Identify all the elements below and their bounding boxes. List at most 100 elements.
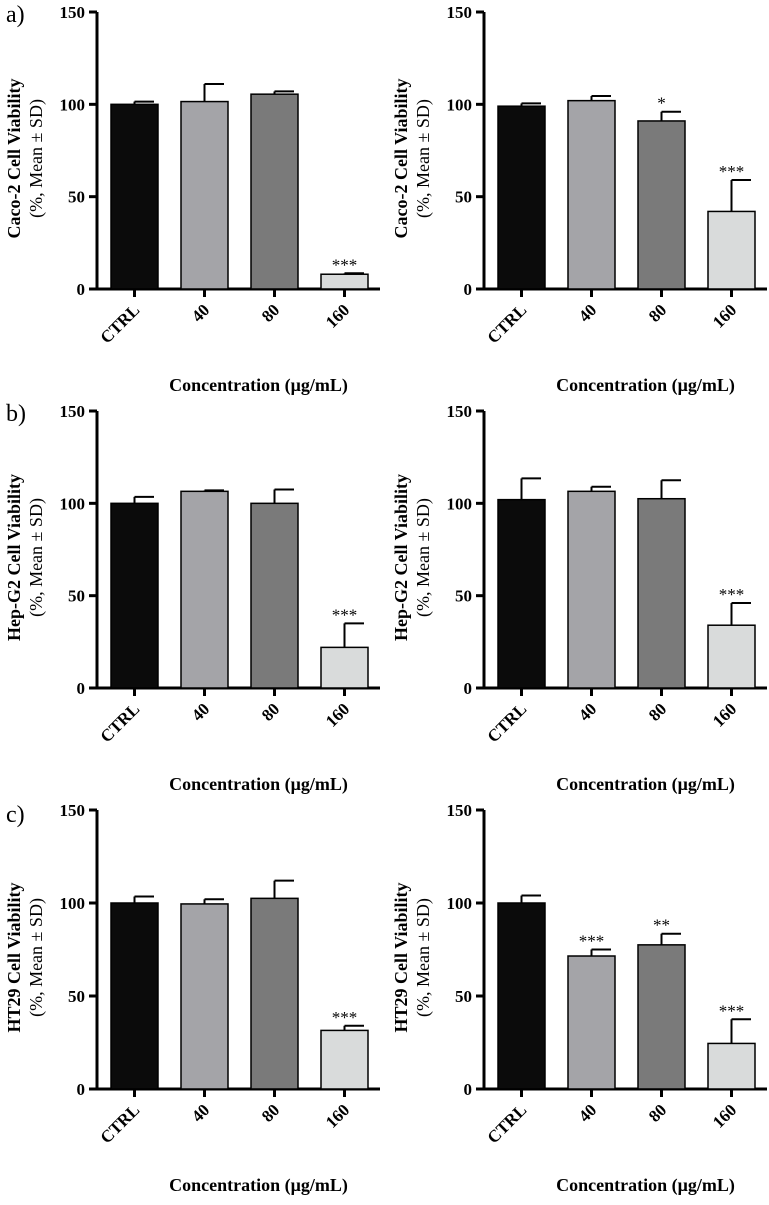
significance-label: *** <box>332 1008 358 1027</box>
x-tick-label: 160 <box>709 699 740 730</box>
y-tick-label: 150 <box>60 402 86 421</box>
y-axis-subtitle: (%, Mean ± SD) <box>413 498 434 617</box>
y-tick-label: 50 <box>68 987 85 1006</box>
chart-panel-5: c) 0 50 100 150 CTRL 40 80 160 *** Concentration (… <box>4 801 380 1196</box>
bar <box>707 1042 756 1090</box>
y-tick-label: 100 <box>447 494 473 513</box>
y-tick-label: 0 <box>464 679 473 698</box>
bar <box>637 944 686 1090</box>
y-tick-label: 0 <box>77 280 86 299</box>
panel-label: a) <box>6 2 25 28</box>
y-tick-label: 150 <box>447 801 473 820</box>
y-tick-label: 0 <box>77 1080 86 1099</box>
y-axis-title: HT29 Cell Viability <box>391 882 411 1032</box>
y-tick-label: 0 <box>77 679 86 698</box>
y-axis-title: Caco-2 Cell Viability <box>391 79 411 239</box>
chart-panel-4: 0 50 100 150 CTRL 40 80 160 *** Concentration (μg… <box>391 402 767 795</box>
bar <box>180 100 229 290</box>
chart-panel-3: b) 0 50 100 150 CTRL 40 80 160 *** Concentration (… <box>4 401 380 795</box>
bar <box>320 1029 369 1090</box>
y-axis-subtitle: (%, Mean ± SD) <box>413 99 434 218</box>
x-tick-label: CTRL <box>483 300 530 347</box>
x-axis-title: Concentration (μg/mL) <box>556 375 735 396</box>
bar <box>320 273 369 290</box>
y-tick-label: 150 <box>447 3 473 22</box>
x-tick-label: CTRL <box>483 1100 530 1147</box>
y-axis-title: Hep-G2 Cell Viability <box>4 474 24 641</box>
bar <box>637 120 686 290</box>
y-axis-title: Hep-G2 Cell Viability <box>391 474 411 641</box>
y-tick-label: 0 <box>464 280 473 299</box>
y-tick-label: 50 <box>455 587 472 606</box>
y-tick-label: 100 <box>60 494 86 513</box>
bar <box>110 902 159 1090</box>
x-tick-label: 80 <box>645 699 670 724</box>
x-axis-title: Concentration (μg/mL) <box>169 375 348 396</box>
y-axis-subtitle: (%, Mean ± SD) <box>26 498 47 617</box>
bar <box>707 624 756 689</box>
chart-panel-6: 0 50 100 150 CTRL 40 *** 80 ** 160 *** Concentratio… <box>391 801 767 1196</box>
x-tick-label: 160 <box>322 699 353 730</box>
x-tick-label: 40 <box>188 699 213 724</box>
bar <box>567 99 616 290</box>
significance-label: *** <box>579 932 605 951</box>
x-tick-label: 160 <box>322 300 353 331</box>
y-tick-label: 100 <box>60 894 86 913</box>
x-tick-label: 80 <box>645 300 670 325</box>
y-tick-label: 0 <box>464 1080 473 1099</box>
significance-label: *** <box>332 255 358 274</box>
y-tick-label: 50 <box>455 987 472 1006</box>
bar <box>637 497 686 689</box>
bar <box>567 490 616 689</box>
y-axis-subtitle: (%, Mean ± SD) <box>26 99 47 218</box>
y-tick-label: 50 <box>68 188 85 207</box>
x-tick-label: 160 <box>322 1100 353 1131</box>
bar <box>320 646 369 689</box>
x-tick-label: CTRL <box>96 300 143 347</box>
panel-label: c) <box>6 802 25 828</box>
x-tick-label: 80 <box>258 699 283 724</box>
significance-label: *** <box>719 162 745 181</box>
x-axis-title: Concentration (μg/mL) <box>556 1175 735 1196</box>
bar <box>180 903 229 1090</box>
x-tick-label: 80 <box>645 1100 670 1125</box>
x-tick-label: 160 <box>709 1100 740 1131</box>
x-axis-title: Concentration (μg/mL) <box>556 774 735 795</box>
x-tick-label: 80 <box>258 300 283 325</box>
significance-label: *** <box>719 585 745 604</box>
y-tick-label: 100 <box>447 95 473 114</box>
y-tick-label: 100 <box>60 95 86 114</box>
x-tick-label: CTRL <box>483 699 530 746</box>
bar <box>250 93 299 290</box>
significance-label: ** <box>653 916 670 935</box>
significance-label: *** <box>332 605 358 624</box>
y-tick-label: 50 <box>68 587 85 606</box>
panel-label: b) <box>6 401 26 427</box>
x-tick-label: 40 <box>575 1100 600 1125</box>
x-tick-label: 40 <box>575 300 600 325</box>
bar <box>707 210 756 290</box>
bar <box>250 897 299 1090</box>
x-tick-label: 40 <box>188 1100 213 1125</box>
x-tick-label: CTRL <box>96 1100 143 1147</box>
x-tick-label: CTRL <box>96 699 143 746</box>
x-tick-label: 40 <box>575 699 600 724</box>
y-axis-subtitle: (%, Mean ± SD) <box>413 898 434 1017</box>
y-axis-title: Caco-2 Cell Viability <box>4 79 24 239</box>
x-axis-title: Concentration (μg/mL) <box>169 774 348 795</box>
bar <box>497 498 546 689</box>
bar <box>497 902 546 1090</box>
x-tick-label: 40 <box>188 300 213 325</box>
x-axis-title: Concentration (μg/mL) <box>169 1175 348 1196</box>
x-tick-label: 80 <box>258 1100 283 1125</box>
bar <box>250 502 299 689</box>
bar <box>110 103 159 290</box>
y-axis-title: HT29 Cell Viability <box>4 882 24 1032</box>
bar <box>567 955 616 1090</box>
y-tick-label: 150 <box>447 402 473 421</box>
significance-label: * <box>657 94 666 113</box>
significance-label: *** <box>719 1001 745 1020</box>
y-tick-label: 150 <box>60 3 86 22</box>
